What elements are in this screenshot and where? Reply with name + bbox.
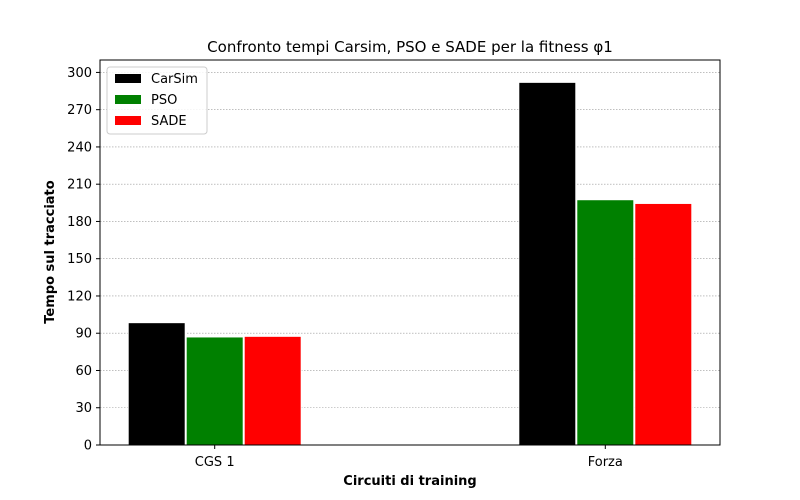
- legend-swatch-carsim: [115, 74, 141, 83]
- legend-label-carsim: CarSim: [151, 72, 198, 87]
- y-tick-label: 120: [67, 289, 92, 304]
- plot-frame: [99, 59, 721, 446]
- y-tick-label: 240: [67, 140, 92, 155]
- legend: CarSim PSO SADE: [106, 66, 208, 135]
- chart-title: Confronto tempi Carsim, PSO e SADE per l…: [207, 38, 613, 56]
- bar-pso-0: [185, 336, 244, 446]
- legend-swatch-pso: [115, 95, 141, 104]
- bar-sade-1: [634, 202, 693, 446]
- legend-swatch-sade: [115, 116, 141, 125]
- y-tick-label: 150: [67, 252, 92, 267]
- bar-sade-0: [243, 335, 302, 446]
- y-tick-label: 90: [75, 327, 92, 342]
- y-tick-label: 180: [67, 215, 92, 230]
- x-tick-label: CGS 1: [195, 455, 235, 470]
- legend-label-pso: PSO: [151, 93, 177, 108]
- y-tick-label: 210: [67, 178, 92, 193]
- y-tick-label: 60: [75, 364, 92, 379]
- bar-carsim-1: [518, 81, 577, 446]
- x-axis-ticks: CGS 1 Forza: [195, 445, 623, 470]
- bar-carsim-0: [127, 322, 186, 446]
- x-axis-label: Circuiti di training: [343, 474, 476, 489]
- x-tick-label: Forza: [588, 455, 623, 470]
- bar-pso-1: [576, 199, 635, 446]
- y-tick-label: 300: [67, 66, 92, 81]
- y-axis-label: Tempo sul tracciato: [43, 180, 58, 323]
- legend-label-sade: SADE: [151, 114, 187, 129]
- bars: [127, 81, 693, 446]
- y-tick-label: 30: [75, 401, 92, 416]
- y-tick-label: 270: [67, 103, 92, 118]
- y-axis-ticks: 0 30 60 90 120 150 180 210 240 270 300: [67, 66, 100, 454]
- y-tick-label: 0: [84, 439, 92, 454]
